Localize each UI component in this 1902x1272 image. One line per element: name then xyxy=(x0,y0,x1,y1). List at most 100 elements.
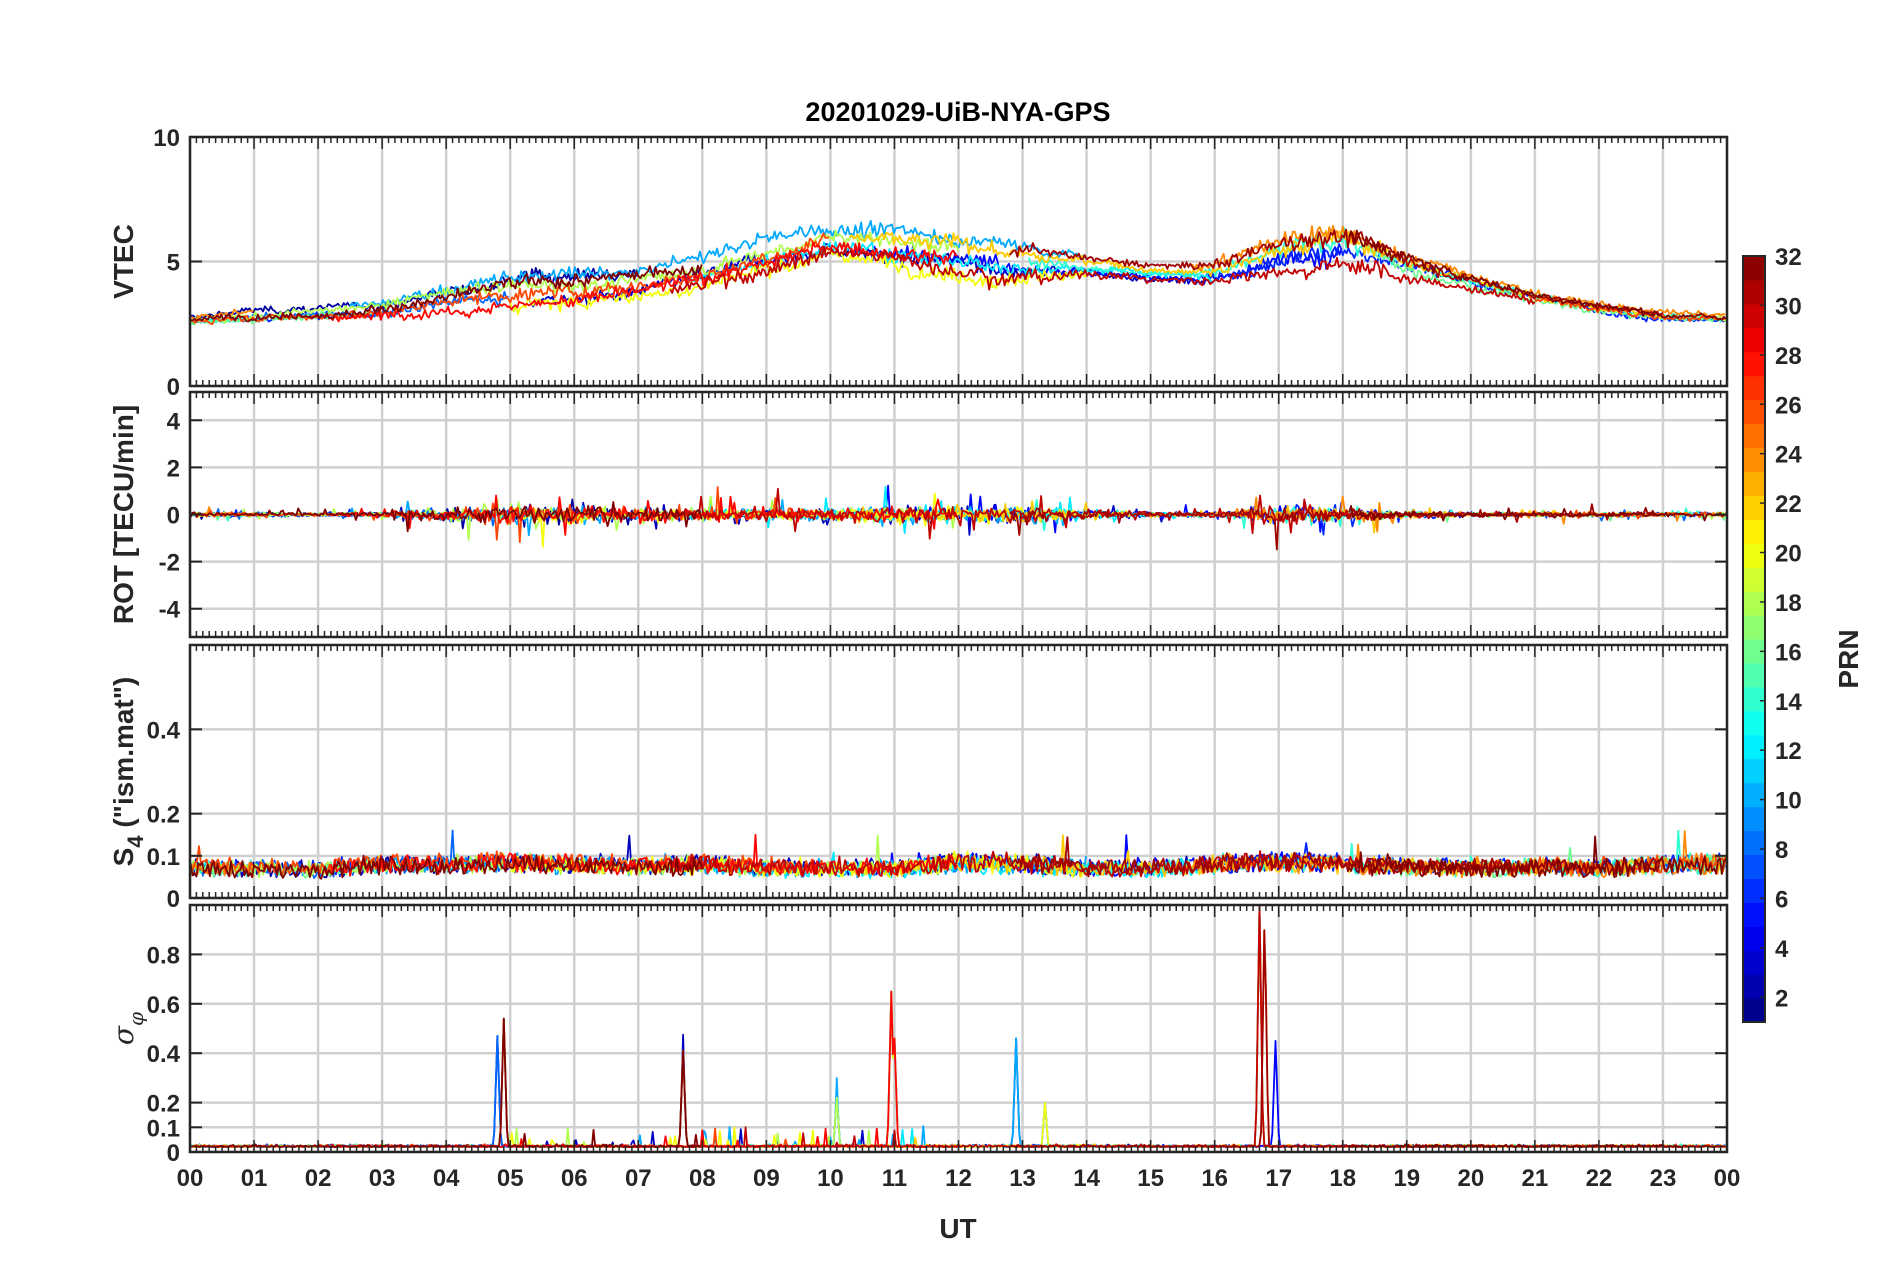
colorbar-segment xyxy=(1743,423,1765,449)
colorbar-segment xyxy=(1743,830,1765,856)
colorbar-segment xyxy=(1743,758,1765,784)
colorbar-segment xyxy=(1743,782,1765,808)
colorbar-segment xyxy=(1743,806,1765,832)
x-tick-label: 01 xyxy=(241,1165,268,1192)
x-tick-label: 07 xyxy=(625,1165,652,1192)
series-prn-30-vtec xyxy=(669,245,1536,305)
colorbar-segment xyxy=(1743,543,1765,568)
x-tick-label: 00 xyxy=(1714,1165,1741,1192)
colorbar-tick-label: 10 xyxy=(1775,788,1802,815)
colorbar-segment xyxy=(1743,495,1765,520)
colorbar-segment xyxy=(1743,351,1765,377)
colorbar-label: PRN xyxy=(1833,629,1864,688)
x-tick-label: 23 xyxy=(1650,1165,1677,1192)
colorbar-tick-label: 6 xyxy=(1775,886,1788,913)
series-prn-2-vtec xyxy=(190,267,638,320)
colorbar-tick-label: 14 xyxy=(1775,689,1802,716)
x-tick-label: 20 xyxy=(1457,1165,1484,1192)
colorbar-segment xyxy=(1743,615,1765,640)
colorbar-tick-label: 18 xyxy=(1775,590,1802,617)
colorbar-segment xyxy=(1743,327,1765,353)
x-tick-label: 13 xyxy=(1009,1165,1036,1192)
x-tick-label: 14 xyxy=(1073,1165,1100,1192)
x-tick-label: 18 xyxy=(1329,1165,1356,1192)
panel-rot-ytick-label: -4 xyxy=(159,597,181,624)
series-prn-32-rot xyxy=(190,501,703,533)
panel-s4-series xyxy=(190,829,1727,880)
panel-sigma_phi-ytick-label: 0.6 xyxy=(147,992,180,1019)
colorbar-tick-label: 26 xyxy=(1775,392,1802,419)
colorbar-segment xyxy=(1743,471,1765,496)
colorbar-segment xyxy=(1743,279,1765,305)
colorbar-segment xyxy=(1743,399,1765,425)
chart-title: 20201029-UiB-NYA-GPS xyxy=(805,97,1110,127)
colorbar-segment xyxy=(1743,950,1765,975)
colorbar-segment xyxy=(1743,926,1765,951)
panel-rot: -4 -2 0 2 4 ROT [TECU/min] xyxy=(108,390,1729,639)
series-prn-32-rot xyxy=(1348,505,1726,522)
colorbar-tick-label: 12 xyxy=(1775,738,1802,765)
colorbar-segment xyxy=(1743,447,1765,473)
panel-rot-ytick-label: 4 xyxy=(167,408,181,435)
colorbar-segment xyxy=(1743,567,1765,592)
series-prn-32-s4 xyxy=(190,854,703,880)
panel-s4-ylabel: S4 ("ism.mat") xyxy=(108,677,148,867)
x-tick-label: 21 xyxy=(1522,1165,1549,1192)
panel-vtec-ylabel: VTEC xyxy=(108,224,139,299)
colorbar-segment xyxy=(1743,303,1765,329)
colorbar-tick-label: 32 xyxy=(1775,244,1802,271)
x-tick-label: 05 xyxy=(497,1165,524,1192)
colorbar-tick-label: 24 xyxy=(1775,442,1802,469)
colorbar-tick-label: 30 xyxy=(1775,293,1802,320)
x-tick-label: 02 xyxy=(305,1165,332,1192)
panel-rot-ytick-label: 2 xyxy=(167,455,180,482)
colorbar-segment xyxy=(1743,878,1765,903)
colorbar-segment xyxy=(1743,998,1765,1023)
panel-vtec: 0 5 10 VTEC xyxy=(108,125,1729,401)
series-prn-26-vtec xyxy=(1527,291,1727,323)
panel-vtec-ytick-label: 5 xyxy=(167,250,180,277)
colorbar-tick-label: 22 xyxy=(1775,491,1802,518)
series-prn-32-sigma_phi xyxy=(190,1017,701,1148)
panel-vtec-ytick-label: 0 xyxy=(167,374,180,401)
series-prn-18-vtec xyxy=(191,229,960,324)
colorbar-segment xyxy=(1743,710,1765,736)
colorbar-tick-label: 16 xyxy=(1775,639,1802,666)
colorbar-tick-label: 28 xyxy=(1775,343,1802,370)
panel-sigma_phi: 00.10.2 0.4 0.6 0.8 σφ xyxy=(107,903,1729,1167)
series-prn-28-vtec xyxy=(330,241,958,323)
panel-sigma_phi-ytick-label: 0.4 xyxy=(147,1041,181,1068)
panel-sigma_phi-ytick-label: 0.2 xyxy=(147,1091,180,1118)
x-tick-label: 06 xyxy=(561,1165,588,1192)
series-prn-30-s4 xyxy=(669,850,1536,878)
colorbar-segment xyxy=(1743,902,1765,927)
colorbar-segment xyxy=(1743,662,1765,688)
panel-vtec-series xyxy=(190,219,1727,326)
series-prn-12-vtec xyxy=(689,240,1215,284)
series-prn-32-vtec xyxy=(190,264,703,323)
series-prn-32-vtec xyxy=(1348,229,1727,321)
x-tick-label: 08 xyxy=(689,1165,716,1192)
panel-s4-ytick-label: 0.4 xyxy=(147,717,181,744)
x-tick-label: 15 xyxy=(1137,1165,1164,1192)
x-tick-label: 17 xyxy=(1265,1165,1292,1192)
x-tick-label: 11 xyxy=(882,1165,907,1192)
panel-s4: 0 0.1 0.2 0.4S4 ("ism.mat") xyxy=(108,643,1729,913)
panel-rot-ytick-label: -2 xyxy=(159,550,180,577)
panel-sigma_phi-ytick-label: 0.8 xyxy=(147,942,180,969)
colorbar-segment xyxy=(1743,256,1765,281)
x-tick-label: 19 xyxy=(1393,1165,1420,1192)
colorbar-tick-label: 4 xyxy=(1775,936,1789,963)
panel-sigma_phi-ytick-label: 0.1 xyxy=(147,1115,180,1142)
colorbar-segment xyxy=(1743,639,1765,664)
colorbar-tick-label: 20 xyxy=(1775,541,1802,568)
x-tick-label: 03 xyxy=(369,1165,396,1192)
x-tick-label: 22 xyxy=(1586,1165,1613,1192)
panel-sigma_phi-ytick-label: 0 xyxy=(167,1140,180,1167)
colorbar-segment xyxy=(1743,734,1765,760)
colorbar-segment xyxy=(1743,686,1765,712)
colorbar-segment xyxy=(1743,854,1765,879)
